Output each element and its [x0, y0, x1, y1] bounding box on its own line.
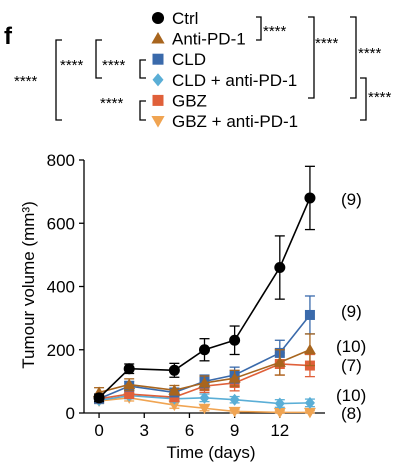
legend-marker [151, 32, 165, 44]
y-tick-label: 0 [66, 404, 75, 423]
axes: 0 200 400 600 800 0 3 6 9 12 [47, 151, 325, 440]
sig-cld-pd1-left: **** [60, 57, 84, 74]
legend-label: Ctrl [172, 9, 198, 28]
sig-ctrl-gbz-group: **** [358, 45, 382, 62]
n-label: (9) [341, 190, 362, 209]
legend-label: CLD + anti-PD-1 [172, 71, 297, 90]
data-point [123, 363, 135, 375]
x-tick-label: 9 [230, 421, 239, 440]
data-point [273, 407, 286, 419]
legend-label: GBZ [172, 91, 207, 110]
n-label: (10) [336, 386, 366, 405]
data-point [168, 400, 181, 412]
y-tick-label: 800 [47, 151, 75, 170]
data-point [229, 393, 240, 406]
data-point [274, 262, 286, 274]
legend-label: GBZ + anti-PD-1 [172, 112, 298, 131]
data-point [304, 192, 316, 204]
data-point [168, 384, 181, 395]
significance-brackets [55, 16, 367, 121]
y-tick-label: 400 [47, 278, 75, 297]
data-point [198, 403, 211, 415]
data-point [273, 356, 286, 367]
bracket-all-left [55, 39, 62, 121]
data-point [304, 396, 315, 409]
y-axis-label: Tumour volume (mm³) [19, 201, 38, 369]
sig-ctrl-antipd1: **** [263, 23, 287, 40]
series-ctrl [93, 165, 316, 404]
legend-label: CLD [172, 50, 206, 69]
data-point [228, 372, 241, 383]
legend-marker [152, 73, 164, 87]
panel-letter: f [4, 23, 13, 50]
sig-all-left: **** [14, 73, 38, 90]
data-point [199, 344, 210, 356]
y-tick-label: 200 [47, 341, 75, 360]
significance-labels: **** **** **** **** **** **** **** **** [14, 23, 392, 112]
legend-marker [152, 53, 164, 65]
legend-marker [152, 94, 164, 106]
bracket-ctrl-antipd1 [256, 16, 262, 41]
data-point [229, 334, 241, 346]
x-tick-label: 3 [140, 421, 149, 440]
sig-cld-cld-pd1: **** [102, 57, 126, 74]
x-tick-label: 12 [270, 421, 289, 440]
x-axis-label: Time (days) [166, 443, 255, 462]
data-point [124, 389, 135, 400]
sig-gbz-group-right: **** [368, 89, 392, 106]
data-point [228, 406, 241, 418]
plot-area: (9)(10)(9)(10)(7)(8) [93, 165, 366, 423]
y-tick-label: 600 [47, 214, 75, 233]
legend-marker [151, 116, 165, 128]
bracket-far-right [350, 16, 357, 99]
data-point [304, 309, 315, 320]
bracket-gbz-right [360, 77, 367, 121]
sig-ctrl-cld-group: **** [315, 35, 339, 52]
data-point [93, 392, 105, 404]
bracket-cld-left [95, 39, 102, 79]
data-point [198, 376, 211, 388]
n-label: (10) [336, 337, 366, 356]
x-tick-label: 0 [94, 421, 103, 440]
sig-gbz-gbz-pd1: **** [100, 95, 124, 112]
n-label: (9) [341, 302, 362, 321]
x-tick-label: 6 [185, 421, 194, 440]
n-label: (7) [341, 356, 362, 375]
bracket-top-right [308, 16, 315, 99]
data-point [199, 391, 210, 404]
legend-marker [151, 11, 165, 25]
data-point [168, 364, 180, 376]
bracket-gbz-pd1 [139, 100, 146, 121]
data-point [303, 407, 316, 419]
n-label: (8) [341, 404, 362, 423]
data-point [303, 343, 316, 355]
bracket-cld-pd1 [139, 59, 146, 79]
data-point [123, 378, 136, 390]
data-point [274, 397, 285, 410]
legend-label: Anti-PD-1 [172, 30, 246, 49]
